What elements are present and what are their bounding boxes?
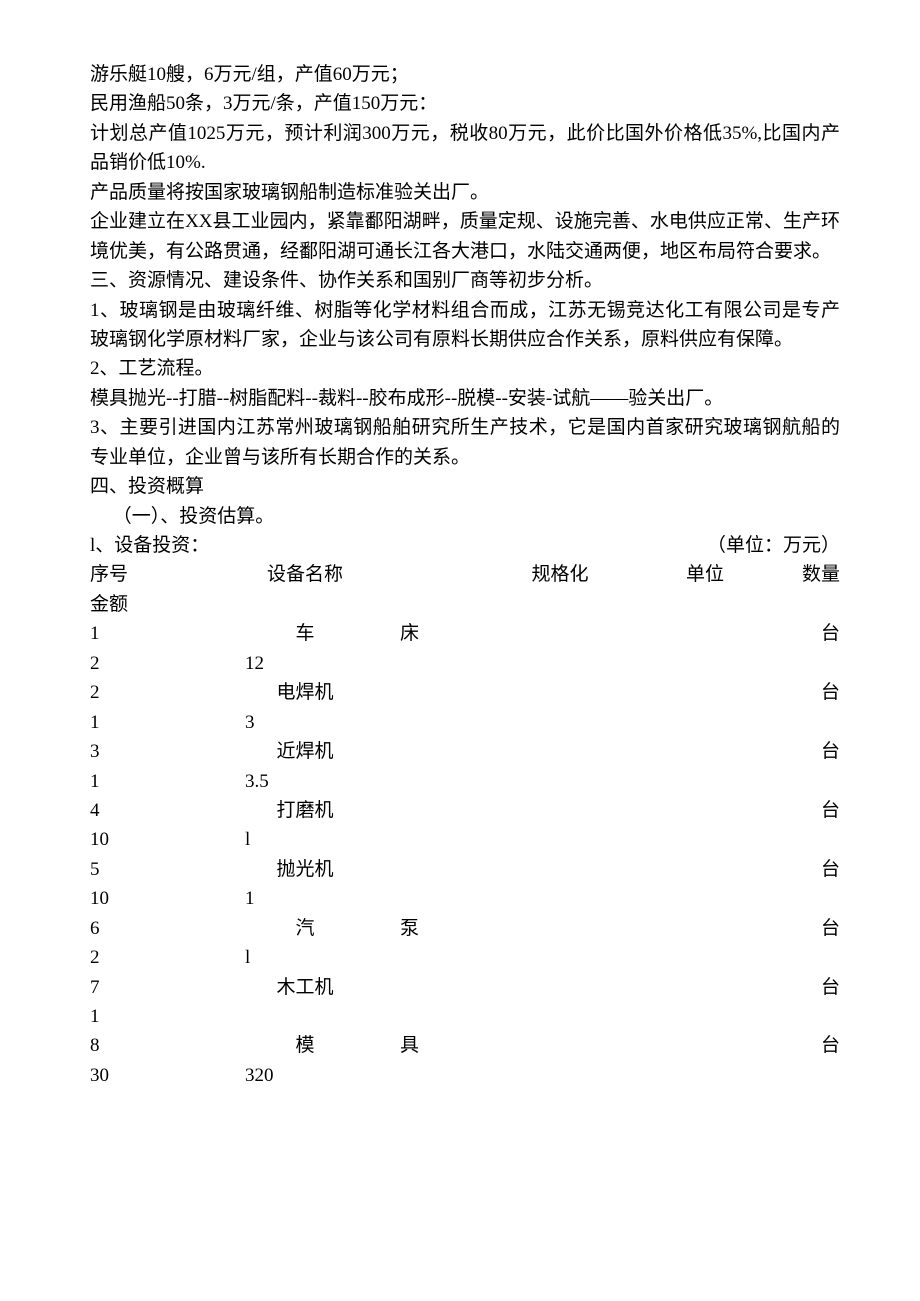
table-row-sub: 30 320	[90, 1061, 840, 1090]
cell-amount: 3	[245, 708, 395, 737]
cell-qty: 10	[90, 825, 245, 854]
cell-name2	[400, 855, 480, 884]
table-row-sub: 2 12	[90, 649, 840, 678]
col-header-spec: 规格化	[480, 560, 640, 589]
section-heading: 四、投资概算	[90, 472, 840, 501]
cell-name: 车	[210, 619, 400, 648]
paragraph: 1、玻璃钢是由玻璃纤维、树脂等化学材料组合而成，江苏无锡竞达化工有限公司是专产玻…	[90, 296, 840, 355]
cell-seq: 1	[90, 619, 210, 648]
col-header-blank	[400, 560, 480, 589]
col-header-seq: 序号	[90, 560, 210, 589]
col-header-amount: 金额	[90, 590, 840, 619]
cell-name: 近焊机	[210, 737, 400, 766]
cell-name: 模	[210, 1031, 400, 1060]
cell-unit: 台	[480, 619, 840, 648]
cell-name: 汽	[210, 914, 400, 943]
table-row-sub: 1 3	[90, 708, 840, 737]
cell-name2	[400, 973, 480, 1002]
paragraph: 游乐艇10艘，6万元/组，产值60万元；	[90, 60, 840, 89]
cell-unit: 台	[480, 796, 840, 825]
paragraph: 2、工艺流程。	[90, 354, 840, 383]
cell-seq: 2	[90, 678, 210, 707]
cell-seq: 5	[90, 855, 210, 884]
table-row: 4 打磨机 台	[90, 796, 840, 825]
col-header-name: 设备名称	[210, 560, 400, 589]
cell-qty: 1	[90, 1002, 245, 1031]
paragraph: 民用渔船50条，3万元/条，产值150万元：	[90, 89, 840, 118]
cell-name: 电焊机	[210, 678, 400, 707]
cell-seq: 6	[90, 914, 210, 943]
paragraph: 3、主要引进国内江苏常州玻璃钢船舶研究所生产技术，它是国内首家研究玻璃钢航船的专…	[90, 413, 840, 472]
cell-name2: 具	[400, 1031, 480, 1060]
table-row-sub: 10 1	[90, 884, 840, 913]
table-row: 5 抛光机 台	[90, 855, 840, 884]
cell-amount: 12	[245, 649, 395, 678]
table-header-row: 序号 设备名称 规格化 单位 数量	[90, 560, 840, 589]
equipment-label: l、设备投资：	[90, 531, 209, 560]
cell-unit: 台	[480, 973, 840, 1002]
table-row: 1 车 床 台	[90, 619, 840, 648]
cell-qty: 1	[90, 708, 245, 737]
cell-amount: l	[245, 825, 395, 854]
cell-name2: 泵	[400, 914, 480, 943]
paragraph: 计划总产值1025万元，预计利润300万元，税收80万元，此价比国外价格低35%…	[90, 119, 840, 178]
col-header-unit: 单位	[640, 560, 770, 589]
table-row: 2 电焊机 台	[90, 678, 840, 707]
cell-name: 打磨机	[210, 796, 400, 825]
cell-name2	[400, 796, 480, 825]
cell-amount: 3.5	[245, 767, 395, 796]
cell-qty: 2	[90, 649, 245, 678]
cell-seq: 8	[90, 1031, 210, 1060]
cell-name: 木工机	[210, 973, 400, 1002]
cell-unit: 台	[480, 855, 840, 884]
equipment-header-line: l、设备投资： （单位：万元）	[90, 531, 840, 560]
section-heading: 三、资源情况、建设条件、协作关系和国别厂商等初步分析。	[90, 266, 840, 295]
paragraph: 企业建立在XX县工业园内，紧靠鄱阳湖畔，质量定规、设施完善、水电供应正常、生产环…	[90, 207, 840, 266]
table-row-sub: 1	[90, 1002, 840, 1031]
paragraph: 产品质量将按国家玻璃钢船制造标准验关出厂。	[90, 178, 840, 207]
cell-seq: 7	[90, 973, 210, 1002]
cell-amount: 1	[245, 884, 395, 913]
cell-qty: 1	[90, 767, 245, 796]
table-row: 8 模 具 台	[90, 1031, 840, 1060]
cell-name: 抛光机	[210, 855, 400, 884]
unit-label: （单位：万元）	[707, 531, 840, 560]
cell-qty: 2	[90, 943, 245, 972]
cell-name2	[400, 737, 480, 766]
cell-amount	[245, 1002, 395, 1031]
table-row-sub: 2 l	[90, 943, 840, 972]
cell-amount: l	[245, 943, 395, 972]
cell-qty: 30	[90, 1061, 245, 1090]
paragraph: 模具抛光--打腊--树脂配料--裁料--胶布成形--脱模--安装-试航——验关出…	[90, 384, 840, 413]
cell-unit: 台	[480, 678, 840, 707]
table-row: 7 木工机 台	[90, 973, 840, 1002]
paragraph: （一）、投资估算。	[90, 502, 840, 531]
col-header-qty: 数量	[770, 560, 840, 589]
table-row-sub: 1 3.5	[90, 767, 840, 796]
cell-name2: 床	[400, 619, 480, 648]
cell-amount: 320	[245, 1061, 395, 1090]
cell-seq: 3	[90, 737, 210, 766]
cell-seq: 4	[90, 796, 210, 825]
table-row: 3 近焊机 台	[90, 737, 840, 766]
cell-name2	[400, 678, 480, 707]
cell-unit: 台	[480, 914, 840, 943]
cell-qty: 10	[90, 884, 245, 913]
cell-unit: 台	[480, 737, 840, 766]
table-row: 6 汽 泵 台	[90, 914, 840, 943]
table-row-sub: 10 l	[90, 825, 840, 854]
cell-unit: 台	[480, 1031, 840, 1060]
